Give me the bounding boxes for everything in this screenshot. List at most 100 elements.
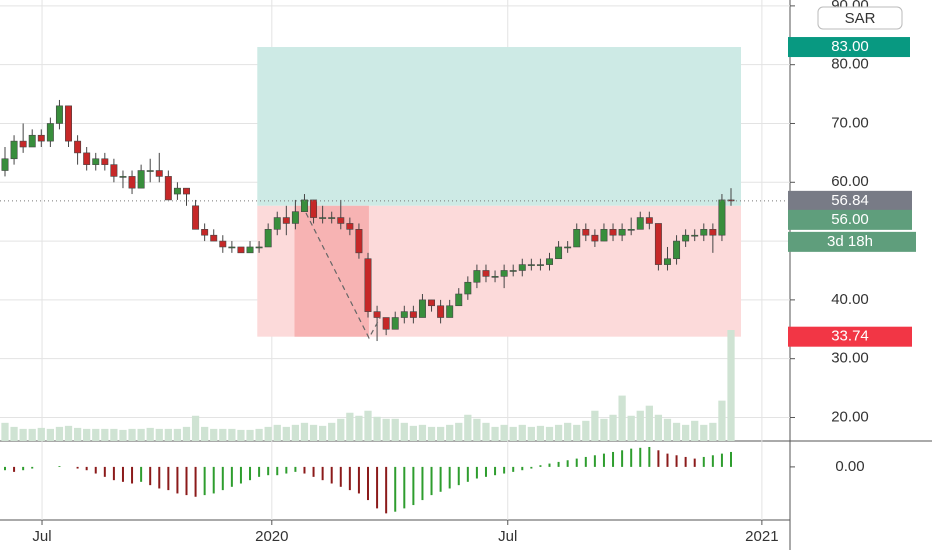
candle-body [509, 270, 517, 272]
target-zone [257, 47, 741, 206]
candle-body [1, 158, 9, 171]
volume-bar [73, 427, 82, 441]
candle-body [455, 293, 463, 307]
volume-bar [373, 416, 381, 441]
countdown-bg [788, 231, 916, 252]
volume-bar [346, 412, 354, 441]
candle-body [355, 229, 363, 254]
candle-body [391, 317, 399, 330]
candle-body [500, 270, 508, 277]
candle-body [618, 229, 626, 236]
candle-body [10, 140, 18, 160]
volume-bar [382, 418, 390, 441]
volume-bar [391, 418, 399, 441]
candle-body [700, 229, 708, 236]
candle-body [219, 240, 227, 248]
volume-bar [64, 425, 73, 441]
candle-body [137, 170, 145, 189]
volume-bar [527, 426, 535, 441]
candle-body [491, 276, 499, 278]
volume-bar [672, 422, 681, 441]
volume-bar [28, 428, 36, 441]
candle-body [591, 234, 599, 242]
volume-bar [618, 395, 626, 441]
volume-bar [101, 428, 109, 441]
candle-body [682, 234, 690, 242]
candle-body [291, 211, 299, 224]
volume [1, 330, 735, 441]
candle-body [464, 281, 472, 295]
volume-bar [709, 422, 717, 441]
trend-path [305, 212, 381, 340]
x-tick-label: 2020 [255, 528, 288, 545]
stop-label: 33.74 [831, 328, 869, 345]
candle-body [555, 246, 563, 260]
candle-body [183, 187, 190, 195]
x-tick-label: Jul [498, 528, 517, 545]
candle-body [282, 217, 290, 224]
volume-bar [355, 415, 363, 441]
volume-bar [46, 428, 54, 441]
candle-body [600, 229, 608, 242]
candle-body [328, 217, 336, 219]
volume-bar [473, 418, 481, 441]
entry-label-bg [788, 209, 912, 230]
candle-body [192, 205, 200, 230]
volume-bar [700, 424, 708, 441]
candle-body [691, 234, 699, 237]
volume-bar [536, 425, 545, 441]
volume-bar [663, 418, 672, 441]
candle-body [273, 217, 281, 230]
volume-bar [128, 428, 136, 441]
candle-body [173, 187, 181, 195]
volume-bar [609, 414, 617, 441]
candle-body [228, 246, 236, 249]
candle-body [110, 164, 118, 177]
candle-body [92, 158, 100, 165]
volume-bar [409, 425, 418, 441]
candle-body [237, 246, 245, 254]
volume-bar [518, 424, 526, 441]
candle-body [319, 217, 327, 219]
x-tick-label: Jul [32, 528, 51, 545]
volume-bar [255, 428, 263, 441]
indicator-button[interactable] [817, 6, 903, 30]
last-price-label-bg [788, 190, 912, 211]
volume-bar [482, 422, 490, 441]
volume-bar [110, 428, 118, 441]
candle-body [164, 176, 172, 201]
volume-bar [400, 422, 408, 441]
candle-body [473, 270, 481, 283]
candle-body [46, 123, 54, 142]
volume-bar [418, 424, 427, 441]
volume-bar [573, 424, 581, 441]
volume-bar [137, 428, 145, 441]
volume-bar [691, 420, 699, 441]
candle-body [382, 317, 390, 330]
candle-body [28, 134, 36, 148]
y-tick-label: 80.00 [831, 56, 869, 73]
candle-body [146, 170, 154, 172]
candle-body [337, 217, 345, 224]
volume-bar [337, 418, 345, 441]
volume-bar [155, 428, 163, 441]
volume-bar [500, 424, 508, 441]
volume-bar [464, 414, 472, 441]
candle-body [201, 229, 209, 236]
volume-bar [191, 415, 200, 441]
candle-body [373, 311, 381, 318]
volume-bar [92, 428, 100, 441]
candle-body [627, 229, 635, 231]
candle-body [74, 140, 82, 154]
volume-bar [446, 424, 454, 441]
candle-body [446, 305, 454, 318]
volume-bar [309, 424, 318, 441]
y-tick-label: 60.00 [831, 173, 869, 190]
volume-bar [291, 424, 300, 441]
candle-body [128, 176, 136, 189]
volume-bar [146, 427, 154, 441]
candle-body [718, 199, 726, 236]
candle-body [246, 246, 254, 254]
volume-bar [164, 428, 172, 441]
